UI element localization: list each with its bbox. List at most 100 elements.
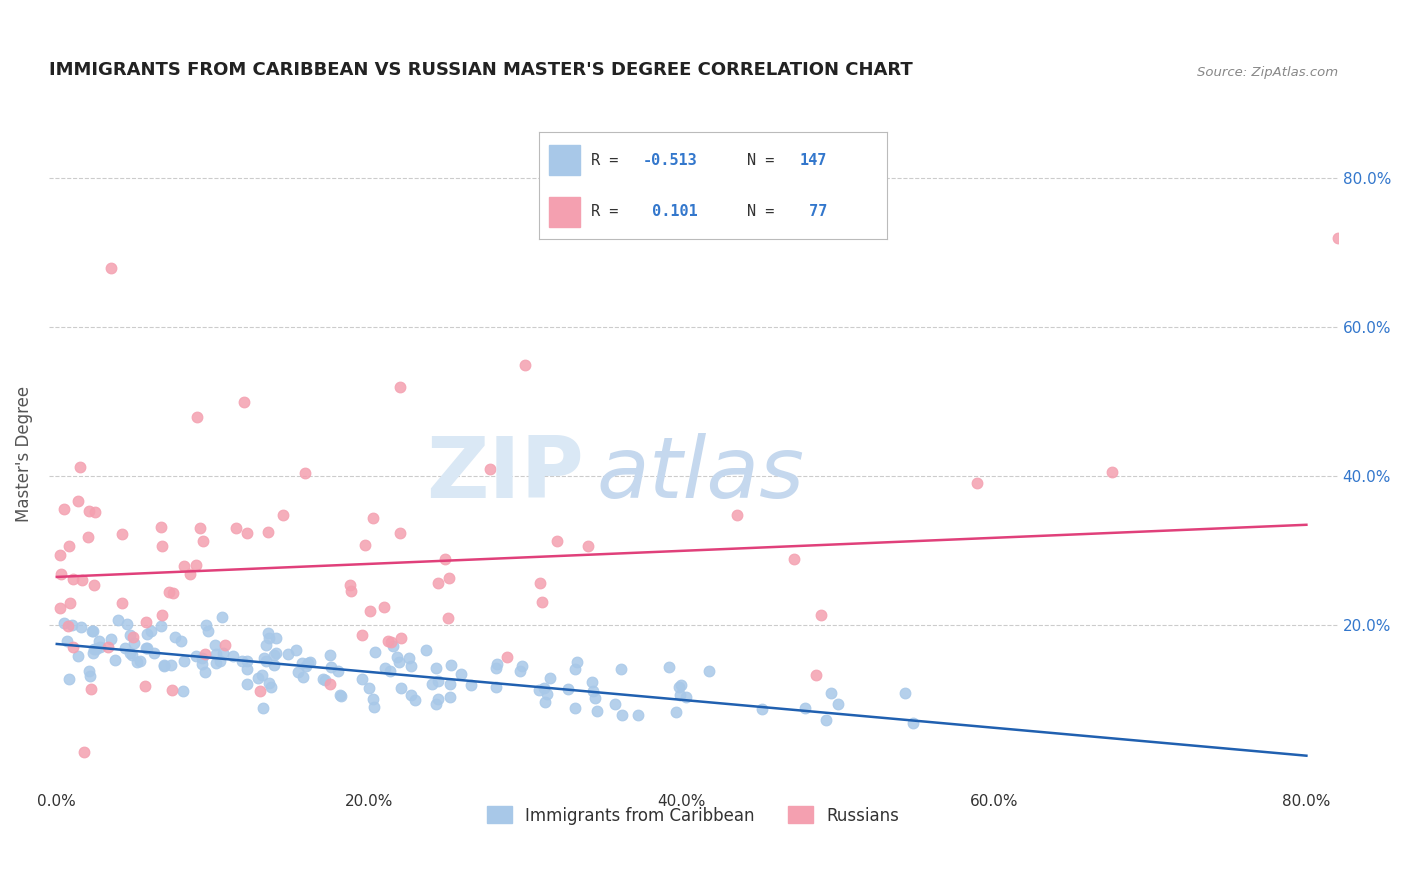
Point xyxy=(697,664,720,678)
Point xyxy=(314,673,336,687)
Text: Source: ZipAtlas.com: Source: ZipAtlas.com xyxy=(1197,66,1337,78)
Point xyxy=(820,686,842,700)
Point xyxy=(350,672,373,686)
Point xyxy=(100,260,122,275)
Legend: Immigrants from Caribbean, Russians: Immigrants from Caribbean, Russians xyxy=(481,799,905,831)
Point xyxy=(153,658,176,673)
Point xyxy=(56,619,79,633)
Point xyxy=(669,688,692,702)
Point xyxy=(439,676,461,690)
Point xyxy=(287,665,309,680)
Point xyxy=(252,701,274,715)
Point xyxy=(256,525,278,540)
Point xyxy=(350,627,373,641)
Point xyxy=(529,576,551,591)
Point xyxy=(1101,465,1123,479)
Point xyxy=(675,690,697,704)
Point xyxy=(297,657,319,671)
Point xyxy=(374,660,396,674)
Point xyxy=(381,639,404,653)
Point xyxy=(250,668,273,682)
Point xyxy=(319,648,342,662)
Point xyxy=(299,655,322,669)
Point xyxy=(627,708,650,723)
Point xyxy=(184,648,207,663)
Point xyxy=(115,617,138,632)
Point xyxy=(658,659,681,673)
Point xyxy=(576,539,599,553)
Point xyxy=(388,656,411,670)
Point xyxy=(67,648,90,663)
Point xyxy=(266,631,288,645)
Point xyxy=(557,681,579,696)
Point xyxy=(538,671,561,685)
Point xyxy=(128,654,150,668)
Point xyxy=(285,643,308,657)
Point xyxy=(233,395,256,409)
Point xyxy=(118,627,141,641)
Point xyxy=(208,654,231,668)
Point xyxy=(100,632,122,647)
Point xyxy=(121,648,143,662)
Point xyxy=(485,680,508,694)
Point xyxy=(901,716,924,731)
Point xyxy=(527,682,550,697)
Point xyxy=(195,617,218,632)
Point xyxy=(173,654,195,668)
Point xyxy=(170,633,193,648)
Point xyxy=(354,538,377,552)
Point xyxy=(104,653,127,667)
Point xyxy=(581,675,603,690)
Point xyxy=(139,624,162,638)
Point xyxy=(257,626,280,640)
Point xyxy=(294,466,316,480)
Point xyxy=(66,494,89,508)
Point xyxy=(82,624,104,639)
Point xyxy=(668,680,690,694)
Point xyxy=(89,640,111,655)
Point xyxy=(134,679,156,693)
Point xyxy=(173,559,195,574)
Point xyxy=(586,704,609,718)
Point xyxy=(62,572,84,586)
Point xyxy=(669,678,692,692)
Point xyxy=(328,664,350,678)
Text: atlas: atlas xyxy=(596,433,804,516)
Point xyxy=(49,567,72,582)
Point xyxy=(214,638,236,652)
Point xyxy=(415,643,437,657)
Point xyxy=(204,638,226,652)
Point xyxy=(84,641,107,656)
Point xyxy=(150,539,173,553)
Point xyxy=(235,677,257,691)
Point xyxy=(69,460,91,475)
Y-axis label: Master's Degree: Master's Degree xyxy=(15,386,32,522)
Point xyxy=(236,662,259,676)
Point xyxy=(583,690,606,705)
Point xyxy=(111,596,134,610)
Point xyxy=(399,688,422,702)
Point xyxy=(97,640,120,654)
Point xyxy=(329,688,352,702)
Point xyxy=(399,659,422,673)
Point xyxy=(70,620,93,634)
Point xyxy=(363,699,385,714)
Point xyxy=(62,640,84,654)
Point xyxy=(425,661,447,675)
Point xyxy=(319,677,342,691)
Point xyxy=(191,651,214,665)
Point xyxy=(107,613,129,627)
Point xyxy=(236,526,259,541)
Point xyxy=(149,619,172,633)
Point xyxy=(114,641,136,656)
Point xyxy=(321,659,343,673)
Point xyxy=(159,584,181,599)
Point xyxy=(440,657,463,672)
Point xyxy=(966,476,988,491)
Point xyxy=(329,689,352,703)
Point xyxy=(197,624,219,638)
Point xyxy=(79,669,101,683)
Point xyxy=(254,638,277,652)
Point xyxy=(751,702,773,716)
Point xyxy=(49,548,72,562)
